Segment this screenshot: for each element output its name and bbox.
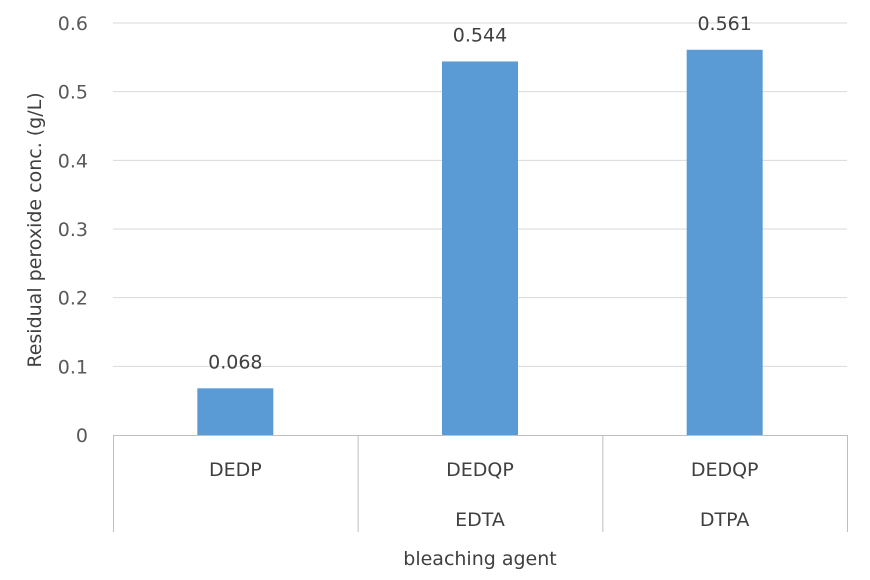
category-axis: DEDP DEDQP EDTA DEDQP DTPA xyxy=(113,435,848,532)
bar xyxy=(197,388,274,435)
data-label: 0.561 xyxy=(697,13,751,35)
y-tick-label: 0.5 xyxy=(58,82,88,104)
bar xyxy=(686,49,763,435)
category-sublabel: DTPA xyxy=(700,509,749,531)
x-axis-title: bleaching agent xyxy=(403,548,556,570)
bars xyxy=(197,49,763,435)
y-tick-label: 0.1 xyxy=(58,356,88,378)
category-label: DEDP xyxy=(209,459,262,481)
data-label: 0.068 xyxy=(208,351,262,373)
y-axis-title: Residual peroxide conc. (g/L) xyxy=(24,92,46,367)
y-axis-ticks: 0 0.1 0.2 0.3 0.4 0.5 0.6 xyxy=(58,13,88,447)
bar xyxy=(442,61,518,435)
data-label: 0.544 xyxy=(453,24,507,46)
category-label: DEDQP xyxy=(446,459,514,481)
category-label: DEDQP xyxy=(691,459,759,481)
y-tick-label: 0 xyxy=(76,425,88,447)
category-sublabel: EDTA xyxy=(455,509,505,531)
y-tick-label: 0.4 xyxy=(58,150,88,172)
y-tick-label: 0.2 xyxy=(58,288,88,310)
y-tick-label: 0.6 xyxy=(58,13,88,35)
y-tick-label: 0.3 xyxy=(58,219,88,241)
data-labels: 0.068 0.544 0.561 xyxy=(208,13,752,374)
